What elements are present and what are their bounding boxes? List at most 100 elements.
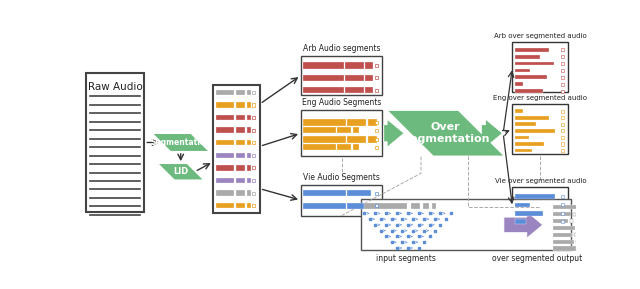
Bar [365,87,373,93]
Bar [515,136,529,139]
Bar [236,102,245,108]
Bar [303,75,344,81]
Bar [303,190,346,197]
Bar [252,141,255,144]
Bar [246,102,252,108]
Bar [553,226,575,230]
Polygon shape [481,119,502,147]
Bar [345,75,364,81]
Bar [553,205,577,210]
Bar [246,165,252,171]
Bar [246,203,252,208]
Bar [608,233,611,236]
Bar [252,129,255,132]
Bar [577,226,580,229]
Text: Arb Audio segments: Arb Audio segments [303,44,380,53]
Bar [515,149,532,153]
Bar [236,190,245,196]
Bar [515,62,554,66]
Bar [561,220,564,223]
Bar [587,212,607,216]
Bar [374,76,378,79]
Bar [353,144,359,150]
Bar [561,62,564,65]
Text: Arb over segmented audio: Arb over segmented audio [494,33,587,39]
Bar [337,127,351,133]
Bar [252,154,255,157]
Bar [561,83,564,86]
Bar [337,144,351,150]
Bar [252,116,255,119]
Text: over segmented output: over segmented output [492,254,582,263]
Bar [252,192,255,194]
Bar [561,195,564,198]
Bar [374,138,378,141]
Bar [252,91,255,94]
Bar [236,115,245,120]
Bar [553,247,576,251]
Bar [252,166,255,169]
Bar [348,136,366,143]
Bar [561,136,564,139]
Bar [216,140,234,145]
Bar [587,205,616,210]
Bar [561,48,564,51]
Bar [515,203,531,207]
Bar [432,203,436,209]
Bar [515,129,555,133]
Bar [561,110,564,113]
Bar [579,205,582,209]
Bar [374,64,378,67]
Bar [621,205,640,210]
Polygon shape [388,111,503,155]
Bar [367,119,377,126]
Bar [236,165,245,171]
Bar [573,233,577,236]
Bar [561,142,564,146]
Bar [515,109,522,113]
Bar [515,82,522,86]
Bar [246,115,252,120]
Bar [216,115,234,120]
Bar [86,73,145,212]
Bar [515,219,525,224]
Bar [303,127,336,133]
Bar [236,203,245,208]
Bar [216,153,234,158]
Bar [515,194,555,199]
Bar [216,190,234,196]
Bar [561,55,564,58]
Bar [246,140,252,145]
Bar [553,240,575,244]
Bar [423,203,429,209]
Bar [236,90,245,95]
Bar [303,119,346,126]
Bar [515,68,531,73]
Bar [303,144,336,150]
Bar [374,204,378,207]
Bar [553,212,572,216]
Bar [374,146,378,149]
Bar [365,62,373,68]
Bar [561,212,564,215]
Bar [515,123,536,126]
Bar [587,226,607,230]
Bar [515,89,543,93]
Bar [216,203,234,208]
Bar [561,123,564,126]
Bar [617,205,620,209]
Text: input segments: input segments [376,254,435,263]
Text: Vie Audio Segments: Vie Audio Segments [303,173,380,182]
Text: LID: LID [173,167,188,176]
Bar [513,104,568,154]
Bar [513,42,568,92]
Bar [374,89,378,92]
Bar [573,212,576,216]
Bar [609,212,612,216]
Bar [303,62,344,68]
Bar [374,192,378,195]
Bar [515,116,549,120]
Bar [348,190,371,197]
Bar [246,190,252,196]
Bar [236,127,245,133]
